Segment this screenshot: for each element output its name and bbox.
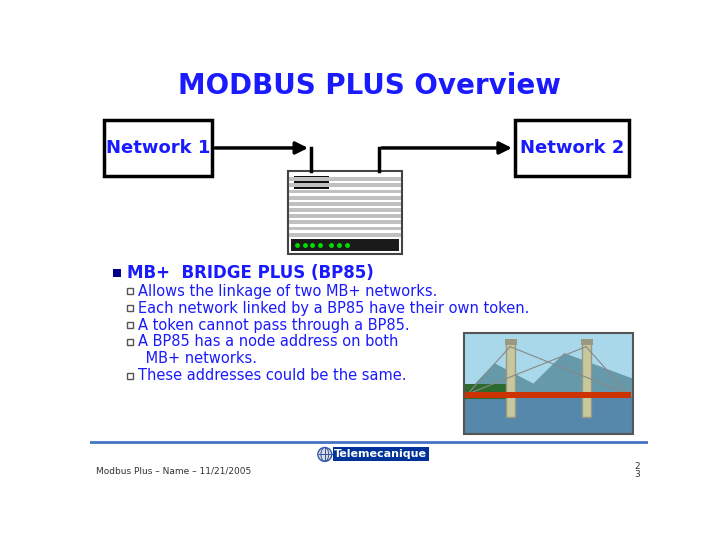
Bar: [289, 226, 401, 231]
Bar: [289, 214, 401, 218]
Text: Modbus Plus – Name – 11/21/2005: Modbus Plus – Name – 11/21/2005: [96, 467, 251, 476]
Bar: [104, 120, 212, 176]
Bar: [289, 177, 401, 181]
Bar: [582, 340, 591, 417]
Text: Each network linked by a BP85 have their own token.: Each network linked by a BP85 have their…: [138, 301, 529, 315]
Text: These addresses could be the same.: These addresses could be the same.: [138, 368, 407, 383]
Bar: [289, 184, 401, 187]
Text: A token cannot pass through a BP85.: A token cannot pass through a BP85.: [138, 318, 410, 333]
Bar: [127, 305, 133, 311]
Polygon shape: [464, 353, 632, 396]
Text: 3: 3: [634, 470, 640, 479]
Circle shape: [318, 448, 332, 461]
Bar: [287, 171, 402, 254]
Bar: [113, 269, 121, 276]
Bar: [333, 448, 429, 461]
Bar: [464, 333, 632, 396]
Bar: [127, 322, 133, 328]
Bar: [464, 396, 632, 434]
Bar: [289, 190, 401, 193]
Text: 2: 2: [634, 462, 640, 471]
Bar: [289, 202, 401, 206]
Text: MB+ networks.: MB+ networks.: [141, 352, 257, 367]
Bar: [127, 373, 133, 379]
Bar: [127, 288, 133, 294]
Bar: [294, 177, 329, 189]
Text: Allows the linkage of two MB+ networks.: Allows the linkage of two MB+ networks.: [138, 284, 438, 299]
Text: Network 2: Network 2: [520, 139, 624, 157]
Bar: [289, 233, 401, 237]
Bar: [291, 239, 399, 251]
Bar: [515, 120, 629, 176]
Bar: [465, 392, 631, 398]
Text: Network 1: Network 1: [106, 139, 210, 157]
Text: Telemecanique: Telemecanique: [334, 449, 427, 460]
Text: MB+  BRIDGE PLUS (BP85): MB+ BRIDGE PLUS (BP85): [127, 264, 374, 282]
Bar: [505, 339, 517, 345]
Bar: [464, 333, 632, 434]
Bar: [289, 220, 401, 224]
Bar: [506, 340, 516, 417]
Bar: [464, 383, 505, 399]
Bar: [580, 339, 593, 345]
Text: MODBUS PLUS Overview: MODBUS PLUS Overview: [178, 72, 560, 100]
Bar: [289, 208, 401, 212]
Text: A BP85 has a node address on both: A BP85 has a node address on both: [138, 334, 398, 349]
Bar: [289, 195, 401, 200]
Bar: [127, 339, 133, 345]
